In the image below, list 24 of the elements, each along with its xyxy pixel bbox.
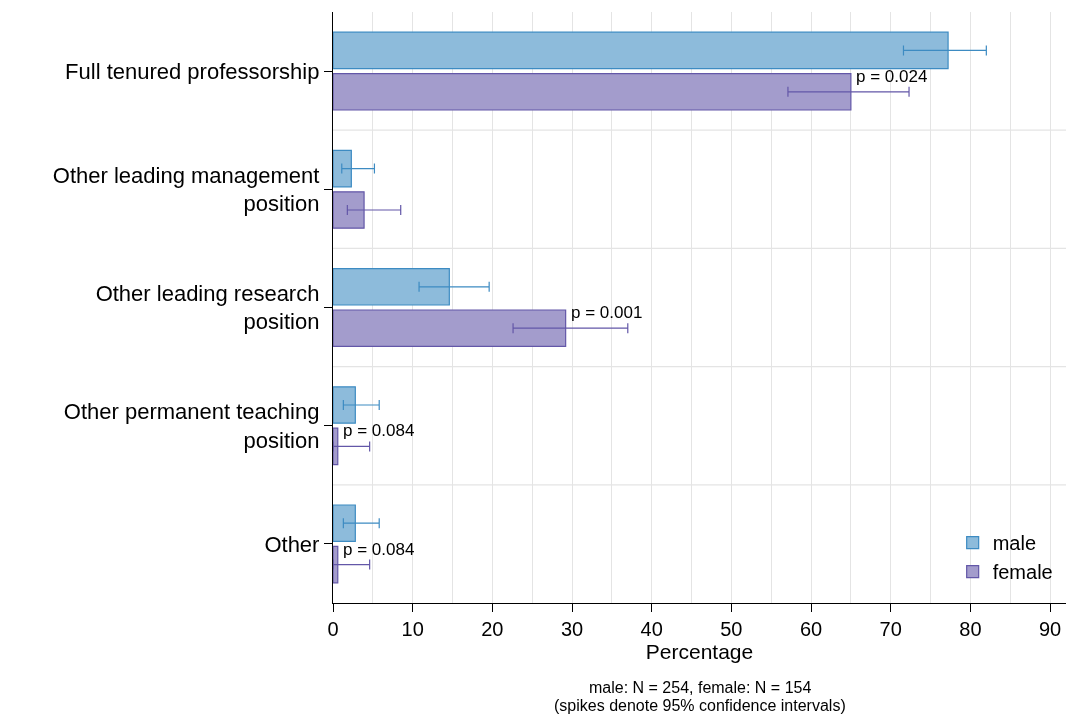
y-tick-label: Other leading research position (95, 280, 320, 335)
annotation: p = 0.024 (856, 67, 928, 86)
legend-label: female (992, 561, 1053, 584)
y-tick-label: Other leading management position (52, 162, 320, 217)
y-tick-label: Other (264, 531, 320, 557)
x-tick-label: 60 (799, 618, 823, 641)
y-tick-label: Full tenured professorship (65, 58, 320, 84)
annotation: p = 0.084 (343, 540, 415, 559)
annotation: p = 0.001 (571, 303, 643, 322)
x-tick-label: 80 (959, 618, 982, 641)
x-tick-label: 70 (879, 618, 902, 641)
legend-label: male (992, 532, 1037, 555)
x-tick-label: 10 (401, 618, 424, 641)
x-axis-title: Percentage (645, 640, 754, 664)
x-tick-label: 40 (640, 618, 663, 641)
y-tick-label: Other permanent teaching position (63, 399, 320, 453)
annotation: p = 0.084 (343, 421, 415, 440)
x-tick-label: 90 (1038, 618, 1062, 641)
x-tick-label: 50 (720, 618, 743, 641)
x-tick-label: 0 (327, 618, 339, 641)
x-tick-label: 20 (481, 618, 504, 641)
text: male: N = 254, female: N = 154 (589, 679, 812, 696)
x-tick-label: 30 (560, 618, 584, 641)
text: (spikes denote 95% confidence intervals) (554, 697, 846, 714)
